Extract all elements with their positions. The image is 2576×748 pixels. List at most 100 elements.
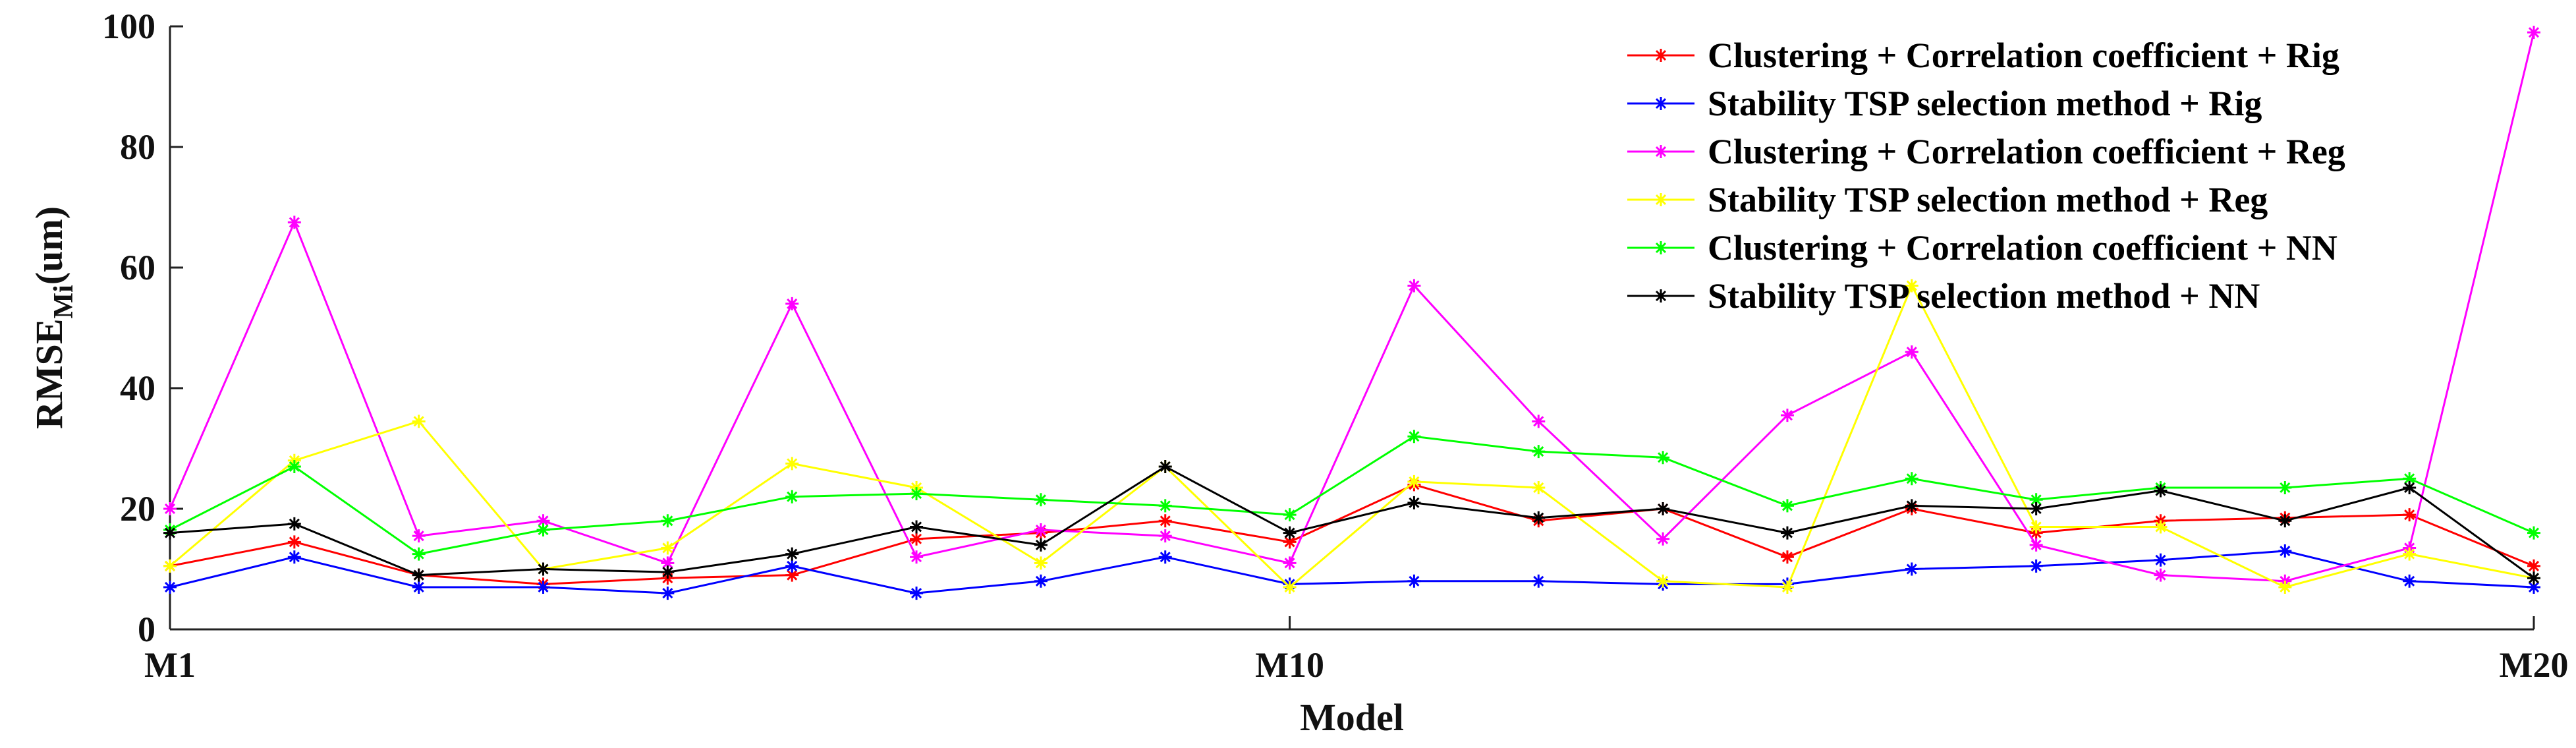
data-point-marker <box>661 514 675 528</box>
data-point-marker <box>1905 499 1918 513</box>
data-point-marker <box>785 490 799 503</box>
data-point-marker <box>1158 514 1172 528</box>
x-tick-label: M1 <box>144 645 196 685</box>
data-point-marker <box>785 547 799 561</box>
data-point-marker <box>910 487 924 501</box>
legend-label: Clustering + Correlation coefficient + N… <box>1708 228 2338 268</box>
data-point-marker <box>536 523 550 537</box>
data-point-marker <box>1034 523 1048 537</box>
data-point-marker <box>1656 451 1670 465</box>
data-point-marker <box>536 514 550 528</box>
y-axis-title-subscript: Mi <box>49 285 79 319</box>
y-axis-title-main: RMSE <box>28 318 70 429</box>
data-point-marker <box>1283 526 1297 540</box>
data-point-marker <box>536 562 550 576</box>
data-point-marker <box>1407 475 1421 488</box>
x-axis-title: Model <box>1300 696 1404 739</box>
legend-label: Clustering + Correlation coefficient + R… <box>1708 36 2339 75</box>
data-point-marker <box>412 568 426 582</box>
data-point-marker <box>2029 493 2043 507</box>
data-point-marker <box>1158 550 1172 564</box>
data-point-marker <box>910 532 924 546</box>
legend-swatch-marker <box>1654 49 1667 62</box>
legend-label: Clustering + Correlation coefficient + R… <box>1708 132 2345 171</box>
data-point-marker <box>2278 480 2292 494</box>
y-tick-label: 20 <box>120 489 155 529</box>
data-point-marker <box>1532 511 1546 525</box>
data-point-marker <box>661 556 675 570</box>
data-point-marker <box>163 580 177 594</box>
data-point-marker <box>2403 472 2417 486</box>
data-point-marker <box>2029 520 2043 534</box>
legend-entry: Clustering + Correlation coefficient + R… <box>1627 132 2345 171</box>
legend-swatch-marker <box>1654 145 1667 158</box>
data-point-marker <box>1905 472 1918 486</box>
legend-entry: Clustering + Correlation coefficient + N… <box>1627 228 2338 268</box>
data-point-marker <box>1034 493 1048 507</box>
data-point-marker <box>2403 480 2417 494</box>
data-point-marker <box>287 216 301 229</box>
data-point-marker <box>661 587 675 600</box>
data-point-marker <box>1656 502 1670 515</box>
data-point-marker <box>2154 484 2168 498</box>
data-point-marker <box>2527 559 2540 573</box>
data-point-marker <box>1532 445 1546 459</box>
data-point-marker <box>785 457 799 471</box>
data-point-marker <box>536 580 550 594</box>
data-point-marker <box>2278 544 2292 558</box>
data-point-marker <box>1532 574 1546 588</box>
data-point-marker <box>1283 508 1297 522</box>
data-point-marker <box>2403 508 2417 522</box>
series-line <box>169 550 2534 594</box>
legend-label: Stability TSP selection method + NN <box>1708 276 2260 316</box>
data-point-marker <box>2154 568 2168 582</box>
data-point-marker <box>287 459 301 473</box>
legend-entry: Stability TSP selection method + Reg <box>1627 180 2268 219</box>
axes: 0 20 40 60 80 100 M1 M10 M20 <box>102 7 2568 685</box>
series-4 <box>163 279 2540 594</box>
data-point-marker <box>1407 279 1421 293</box>
data-point-marker <box>2527 580 2540 594</box>
data-point-marker <box>412 415 426 428</box>
legend: Clustering + Correlation coefficient + R… <box>1627 36 2345 316</box>
data-point-marker <box>1532 480 1546 494</box>
series-line <box>169 435 2534 556</box>
y-axis-title-unit: (um) <box>28 206 70 285</box>
series-5 <box>163 430 2540 561</box>
series-line <box>169 285 2534 589</box>
data-point-marker <box>287 550 301 564</box>
data-point-marker <box>661 541 675 555</box>
legend-entry: Stability TSP selection method + Rig <box>1627 84 2262 123</box>
legend-swatch-marker <box>1654 97 1667 110</box>
data-point-marker <box>1905 345 1918 359</box>
data-point-marker <box>287 535 301 549</box>
data-point-marker <box>785 297 799 310</box>
data-point-marker <box>1034 574 1048 588</box>
data-point-marker <box>2403 547 2417 561</box>
data-point-marker <box>1905 562 1918 576</box>
data-point-marker <box>1905 279 1918 293</box>
data-point-marker <box>1407 430 1421 444</box>
data-point-marker <box>2154 553 2168 567</box>
series-line <box>169 465 2534 579</box>
data-point-marker <box>1283 535 1297 549</box>
legend-label: Stability TSP selection method + Rig <box>1708 84 2262 123</box>
data-point-marker <box>910 550 924 564</box>
data-point-marker <box>1407 496 1421 509</box>
data-point-marker <box>1158 529 1172 543</box>
data-point-marker <box>2527 526 2540 540</box>
data-point-marker <box>412 580 426 594</box>
data-point-marker <box>1532 415 1546 428</box>
data-point-marker <box>2029 538 2043 552</box>
data-point-marker <box>1158 499 1172 513</box>
data-point-marker <box>1034 556 1048 570</box>
data-point-marker <box>412 529 426 543</box>
data-point-marker <box>2029 559 2043 573</box>
data-point-marker <box>1034 538 1048 552</box>
data-point-marker <box>163 559 177 573</box>
data-point-marker <box>1780 580 1794 594</box>
data-point-marker <box>1158 459 1172 473</box>
data-point-marker <box>1656 532 1670 546</box>
